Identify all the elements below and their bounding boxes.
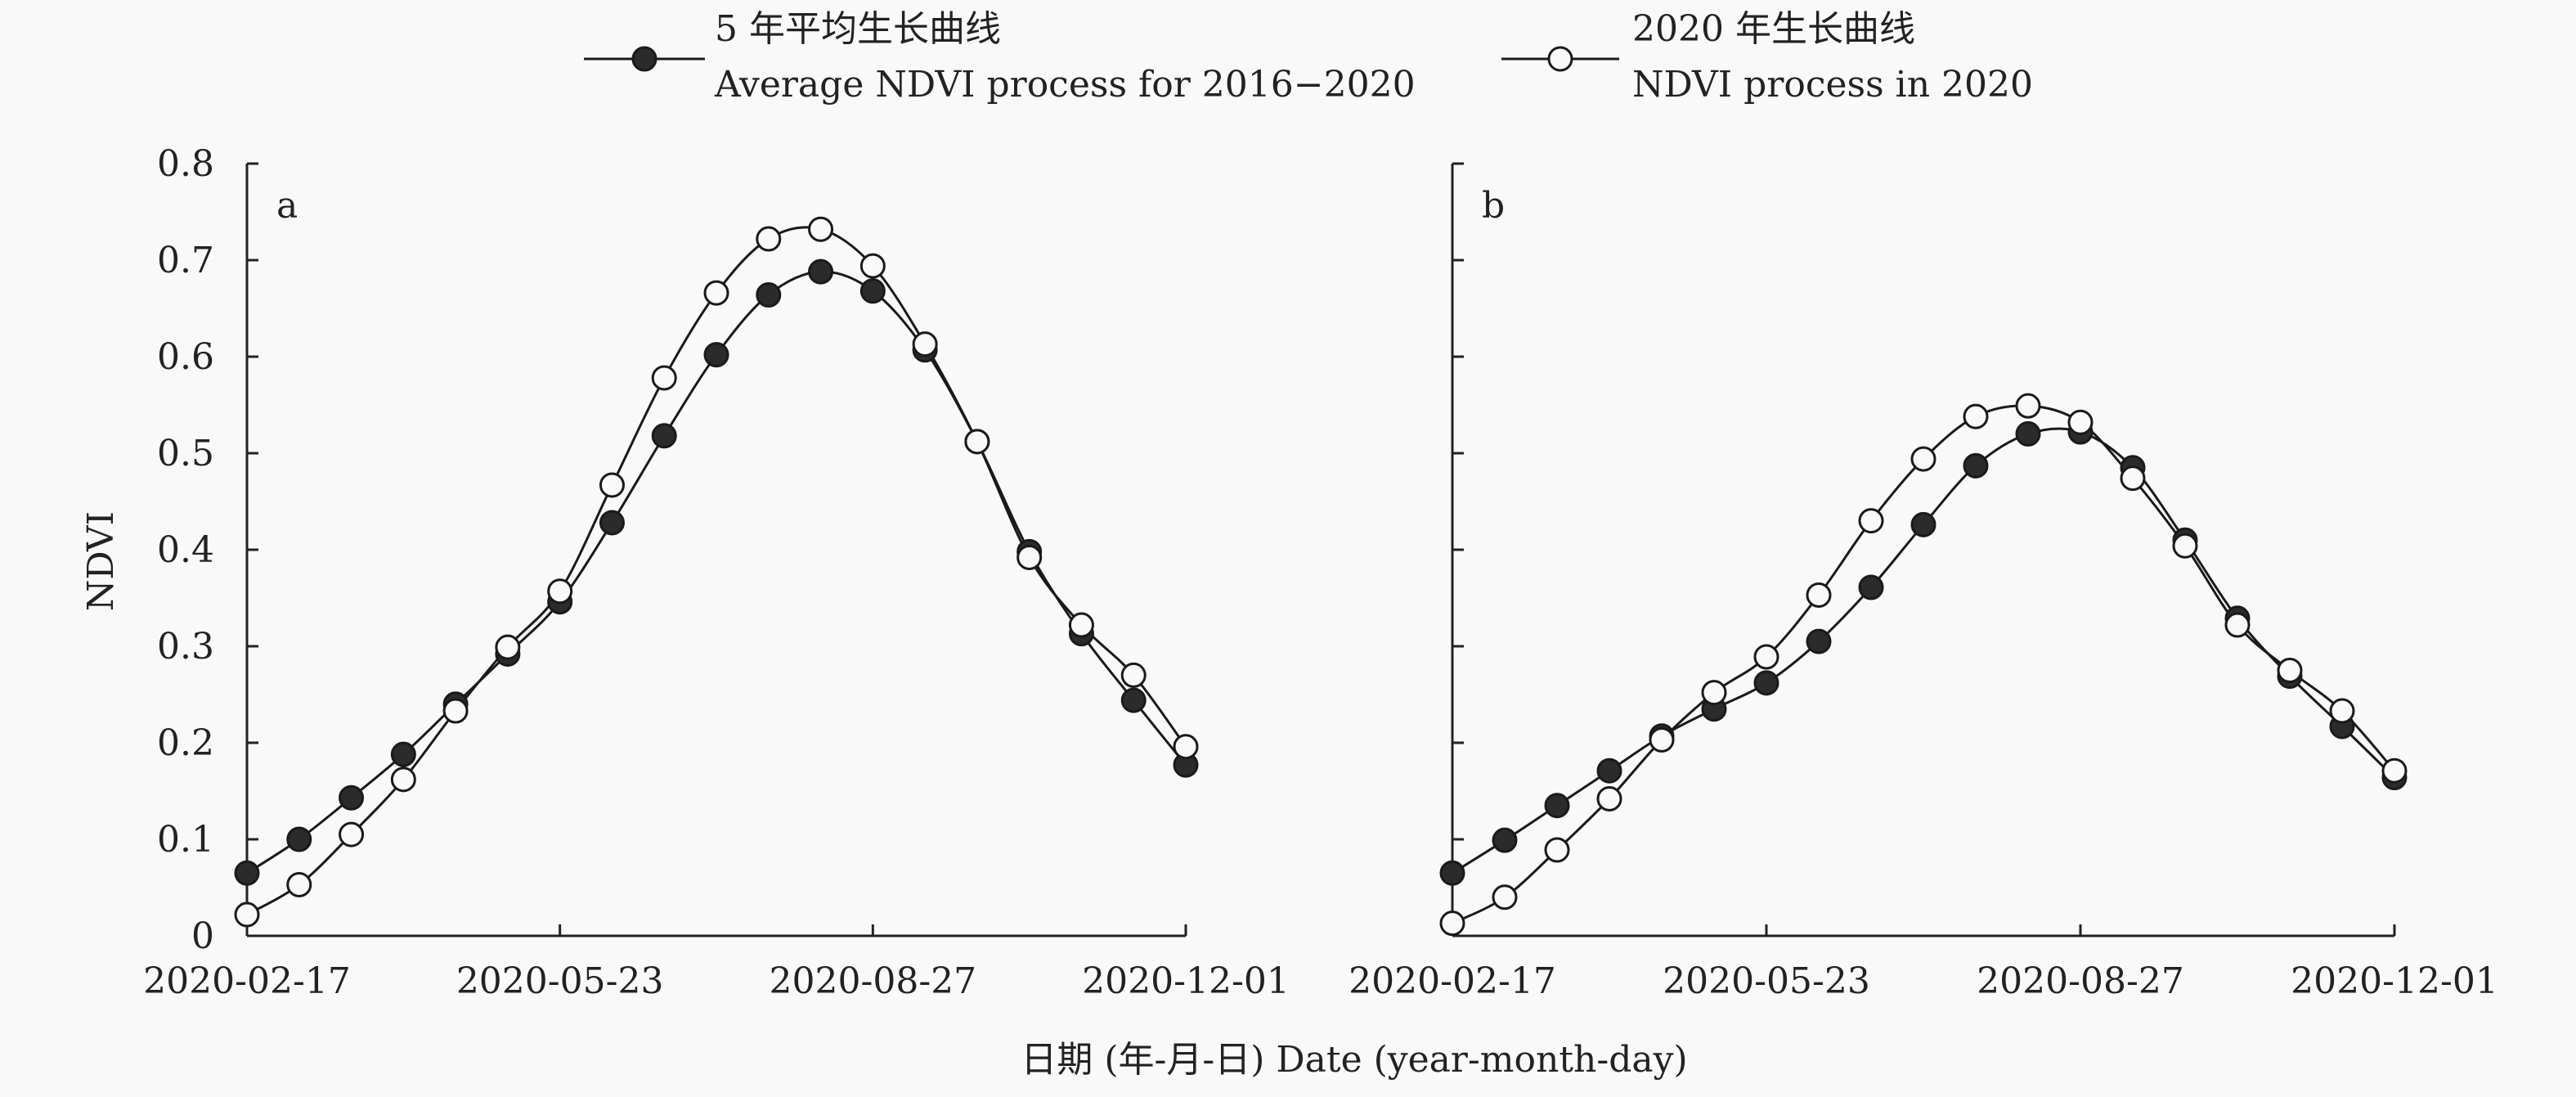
x-tick-label: 2020-02-17 <box>143 960 351 1002</box>
y-tick-label: 0.4 <box>157 529 214 571</box>
series-2020-line <box>246 226 1187 916</box>
y-tick-label: 0.8 <box>157 143 214 185</box>
x-tick-label: 2020-05-23 <box>1663 960 1870 1002</box>
series-2020-line <box>1452 404 2396 925</box>
point-2020 <box>339 821 365 847</box>
legend-item-2020: 2020 年生长曲线 NDVI process in 2020 <box>1501 8 2033 106</box>
legend-label-2020-cn: 2020 年生长曲线 <box>1632 8 1915 50</box>
point-average <box>1120 687 1147 713</box>
point-average <box>339 785 365 811</box>
point-2020 <box>1492 884 1518 910</box>
y-tick-label: 0.1 <box>157 819 214 861</box>
x-axis-label: 日期 (年-月-日) Date (year-month-day) <box>1021 1039 1687 1081</box>
point-average <box>651 423 677 449</box>
point-2020 <box>1753 644 1779 670</box>
point-2020 <box>2381 758 2408 784</box>
x-tick-label: 2020-08-27 <box>1977 960 2184 1002</box>
point-2020 <box>1858 508 1884 534</box>
legend-item-average: 5 年平均生长曲线 Average NDVI process for 2016−… <box>584 8 1416 106</box>
panel-label: b <box>1482 185 1505 227</box>
x-tick-label: 2020-12-01 <box>1082 960 1290 1002</box>
panel-b: 2020-02-17 2020-05-23 2020-08-27 2020-12-01… <box>1349 162 2498 1002</box>
point-2020 <box>964 429 990 455</box>
point-2020 <box>495 634 521 660</box>
point-average <box>286 826 312 852</box>
point-average <box>808 259 834 285</box>
y-axis-label: NDVI <box>80 511 122 611</box>
point-average <box>703 342 729 368</box>
point-2020 <box>1068 612 1094 638</box>
point-average <box>599 510 625 536</box>
point-average <box>1492 827 1518 853</box>
point-2020 <box>442 698 469 724</box>
legend-marker-open <box>1547 46 1573 72</box>
point-2020 <box>1649 726 1675 753</box>
legend-label-average-en: Average NDVI process for 2016−2020 <box>714 64 1416 106</box>
x-tick-label: 2020-12-01 <box>2291 960 2498 1002</box>
point-average <box>756 281 782 308</box>
panel-label: a <box>276 185 298 227</box>
point-2020 <box>651 365 677 391</box>
point-2020 <box>1596 785 1622 812</box>
point-2020 <box>912 331 938 357</box>
point-average <box>1963 452 1989 479</box>
point-2020 <box>1806 582 1832 608</box>
point-2020 <box>1544 837 1570 863</box>
point-2020 <box>1963 403 1989 429</box>
point-2020 <box>1173 734 1199 760</box>
point-2020 <box>1910 446 1936 472</box>
y-tick-label: 0.2 <box>157 722 214 764</box>
x-tick-label: 2020-08-27 <box>769 960 976 1002</box>
series-average-line <box>1452 427 2396 874</box>
point-average <box>1596 758 1622 784</box>
point-2020 <box>1439 910 1465 937</box>
point-average <box>2015 420 2041 447</box>
point-2020 <box>1701 680 1727 706</box>
y-tick-label: 0.7 <box>157 240 214 281</box>
point-average <box>1806 628 1832 654</box>
legend-label-2020-en: NDVI process in 2020 <box>1632 64 2033 106</box>
legend-label-average-cn: 5 年平均生长曲线 <box>715 8 1001 50</box>
point-2020 <box>2120 465 2146 492</box>
point-2020 <box>1120 662 1147 688</box>
point-average <box>1753 670 1779 696</box>
point-average <box>1910 511 1936 537</box>
point-2020 <box>286 871 312 897</box>
point-average <box>1858 574 1884 600</box>
point-2020 <box>1016 544 1043 570</box>
y-tick-label: 0.6 <box>157 336 214 378</box>
y-tick-label: 0.5 <box>157 433 214 474</box>
y-tick-label: 0.3 <box>157 626 214 668</box>
panel-a: 0 0.1 0.2 0.3 0.4 0.5 0.6 0.7 0.8 2020-02-17 2020-… <box>143 143 1290 1002</box>
point-2020 <box>390 767 416 793</box>
legend: 5 年平均生长曲线 Average NDVI process for 2016−… <box>584 8 2033 106</box>
point-2020 <box>2015 393 2041 419</box>
point-average <box>234 860 260 886</box>
point-average <box>1439 860 1465 886</box>
point-2020 <box>808 216 834 242</box>
point-2020 <box>2172 533 2198 559</box>
point-2020 <box>234 901 260 928</box>
x-tick-label: 2020-02-17 <box>1349 960 1556 1002</box>
legend-marker-filled <box>631 46 657 72</box>
point-average <box>1544 793 1570 819</box>
x-tick-label: 2020-05-23 <box>456 960 664 1002</box>
point-2020 <box>2277 658 2303 683</box>
point-2020 <box>599 472 625 498</box>
y-tick-label: 0 <box>191 915 214 957</box>
point-2020 <box>859 253 886 279</box>
point-average <box>859 278 886 304</box>
point-2020 <box>2329 698 2355 724</box>
point-2020 <box>703 280 729 306</box>
point-2020 <box>2067 409 2094 435</box>
point-average <box>390 741 416 767</box>
point-2020 <box>547 578 573 605</box>
point-2020 <box>2224 612 2251 638</box>
point-2020 <box>756 226 782 252</box>
